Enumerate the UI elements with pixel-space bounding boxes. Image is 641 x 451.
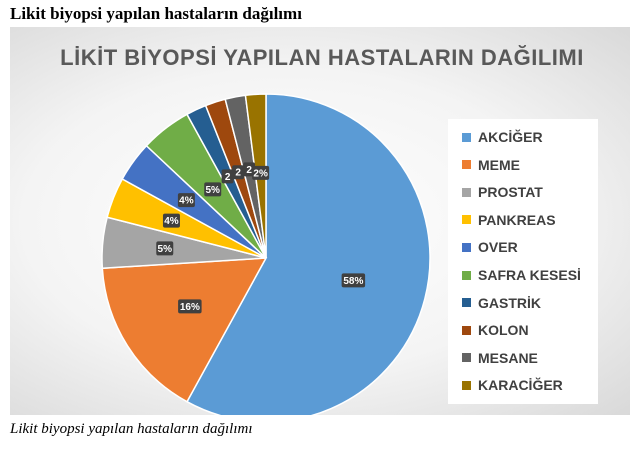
document-heading: Likit biyopsi yapılan hastaların dağılım…	[10, 4, 302, 23]
chart-title: LİKİT BİYOPSİ YAPILAN HASTALARIN DAĞILIM…	[60, 45, 584, 70]
legend-label: MEME	[478, 156, 520, 173]
slice-data-label-2: 16%	[178, 299, 202, 314]
svg-text:4%: 4%	[164, 216, 179, 227]
legend-label: SAFRA KESESİ	[478, 267, 581, 283]
slice-data-label-4: 4%	[162, 213, 180, 228]
legend-swatch	[462, 325, 471, 335]
pie-chart: LİKİT BİYOPSİ YAPILAN HASTALARIN DAĞILIM…	[60, 45, 584, 415]
slice-data-label-10: 2%	[252, 165, 270, 180]
svg-text:2: 2	[235, 168, 241, 179]
legend-label: KOLON	[478, 322, 529, 339]
legend-item-7: GASTRİK	[462, 295, 541, 311]
legend-item-3: PROSTAT	[462, 184, 543, 200]
legend-swatch	[462, 380, 471, 390]
chart-area: LİKİT BİYOPSİ YAPILAN HASTALARIN DAĞILIM…	[10, 27, 630, 415]
legend-item-9: MESANE	[462, 350, 538, 366]
slice-data-label-7: 2	[221, 169, 234, 184]
legend-swatch	[462, 298, 471, 308]
legend-item-8: KOLON	[462, 322, 529, 338]
svg-text:2: 2	[246, 165, 252, 176]
legend-item-6: SAFRA KESESİ	[462, 267, 581, 283]
legend-item-5: OVER	[462, 239, 518, 255]
legend-swatch	[462, 215, 471, 225]
svg-text:4%: 4%	[179, 196, 194, 207]
legend-item-1: AKCİĞER	[462, 129, 543, 145]
legend-label: KARACİĞER	[478, 377, 563, 394]
legend-swatch	[462, 353, 471, 363]
pie-slice-2	[101, 257, 268, 403]
slice-data-label-9: 2	[243, 162, 256, 177]
legend-swatch	[462, 132, 471, 142]
legend-item-4: PANKREAS	[462, 212, 556, 228]
pie-slice-1	[185, 93, 431, 415]
svg-text:5%: 5%	[205, 185, 220, 196]
legend-label: AKCİĞER	[478, 129, 543, 145]
svg-text:16%: 16%	[180, 302, 200, 313]
legend-swatch	[462, 160, 471, 170]
figure-caption: Likit biyopsi yapılan hastaların dağılım…	[10, 421, 253, 437]
legend-item-10: KARACİĞER	[462, 377, 563, 393]
legend-swatch	[462, 187, 471, 197]
legend-label: GASTRİK	[478, 294, 541, 311]
svg-text:5%: 5%	[158, 244, 173, 255]
svg-text:2%: 2%	[253, 168, 268, 179]
legend-swatch	[462, 242, 471, 252]
svg-text:2: 2	[225, 172, 231, 183]
legend-label: PANKREAS	[478, 211, 556, 228]
slice-data-label-8: 2	[232, 165, 245, 180]
legend-label: PROSTAT	[478, 184, 543, 201]
chart-legend: AKCİĞER MEME PROSTAT PANKREAS OVER SAFRA KESE…	[448, 119, 598, 404]
legend-item-2: MEME	[462, 157, 520, 173]
slice-data-label-1: 58%	[341, 273, 366, 288]
slice-data-label-5: 4%	[177, 193, 195, 208]
slice-data-label-6: 5%	[204, 182, 222, 197]
slice-data-label-3: 5%	[156, 241, 174, 256]
legend-label: MESANE	[478, 349, 538, 366]
legend-label: OVER	[478, 239, 518, 256]
svg-text:58%: 58%	[343, 276, 363, 287]
legend-swatch	[462, 270, 471, 280]
